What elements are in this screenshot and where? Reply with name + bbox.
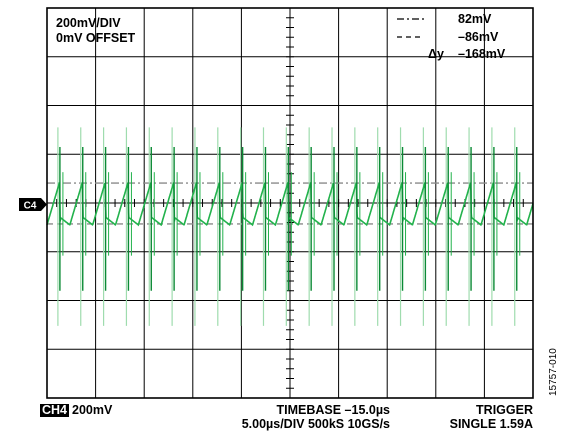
channel-marker: C4 — [19, 198, 47, 212]
cursor1-value: 82mV — [458, 12, 492, 26]
channel-marker-arrow-icon — [41, 198, 47, 211]
channel-scale-value: 200mV — [72, 403, 113, 417]
channel-marker-box — [19, 198, 41, 211]
plot-frame — [46, 7, 534, 399]
cursor-legend-symbols — [397, 18, 424, 38]
delta-value: –168mV — [458, 47, 506, 61]
vertical-scale-label: 200mV/DIV — [56, 16, 121, 30]
figure-id: 15757-010 — [548, 348, 559, 396]
trigger-label: TRIGGER — [476, 403, 533, 417]
graticule — [46, 7, 534, 399]
channel-badge: CH4 — [40, 403, 70, 417]
channel-scale-readout: CH4 200mV — [40, 403, 112, 417]
trigger-detail: SINGLE 1.59A — [449, 417, 533, 431]
waveform-trace — [46, 127, 534, 326]
offset-label: 0mV OFFSET — [56, 31, 136, 45]
timebase-label: TIMEBASE –15.0µs — [276, 403, 391, 417]
timebase-detail: 5.00µs/DIV 500kS 10GS/s — [241, 417, 390, 431]
channel-marker-label: C4 — [24, 201, 37, 212]
delta-symbol: Δy — [428, 47, 444, 61]
cursor2-value: –86mV — [458, 30, 499, 44]
